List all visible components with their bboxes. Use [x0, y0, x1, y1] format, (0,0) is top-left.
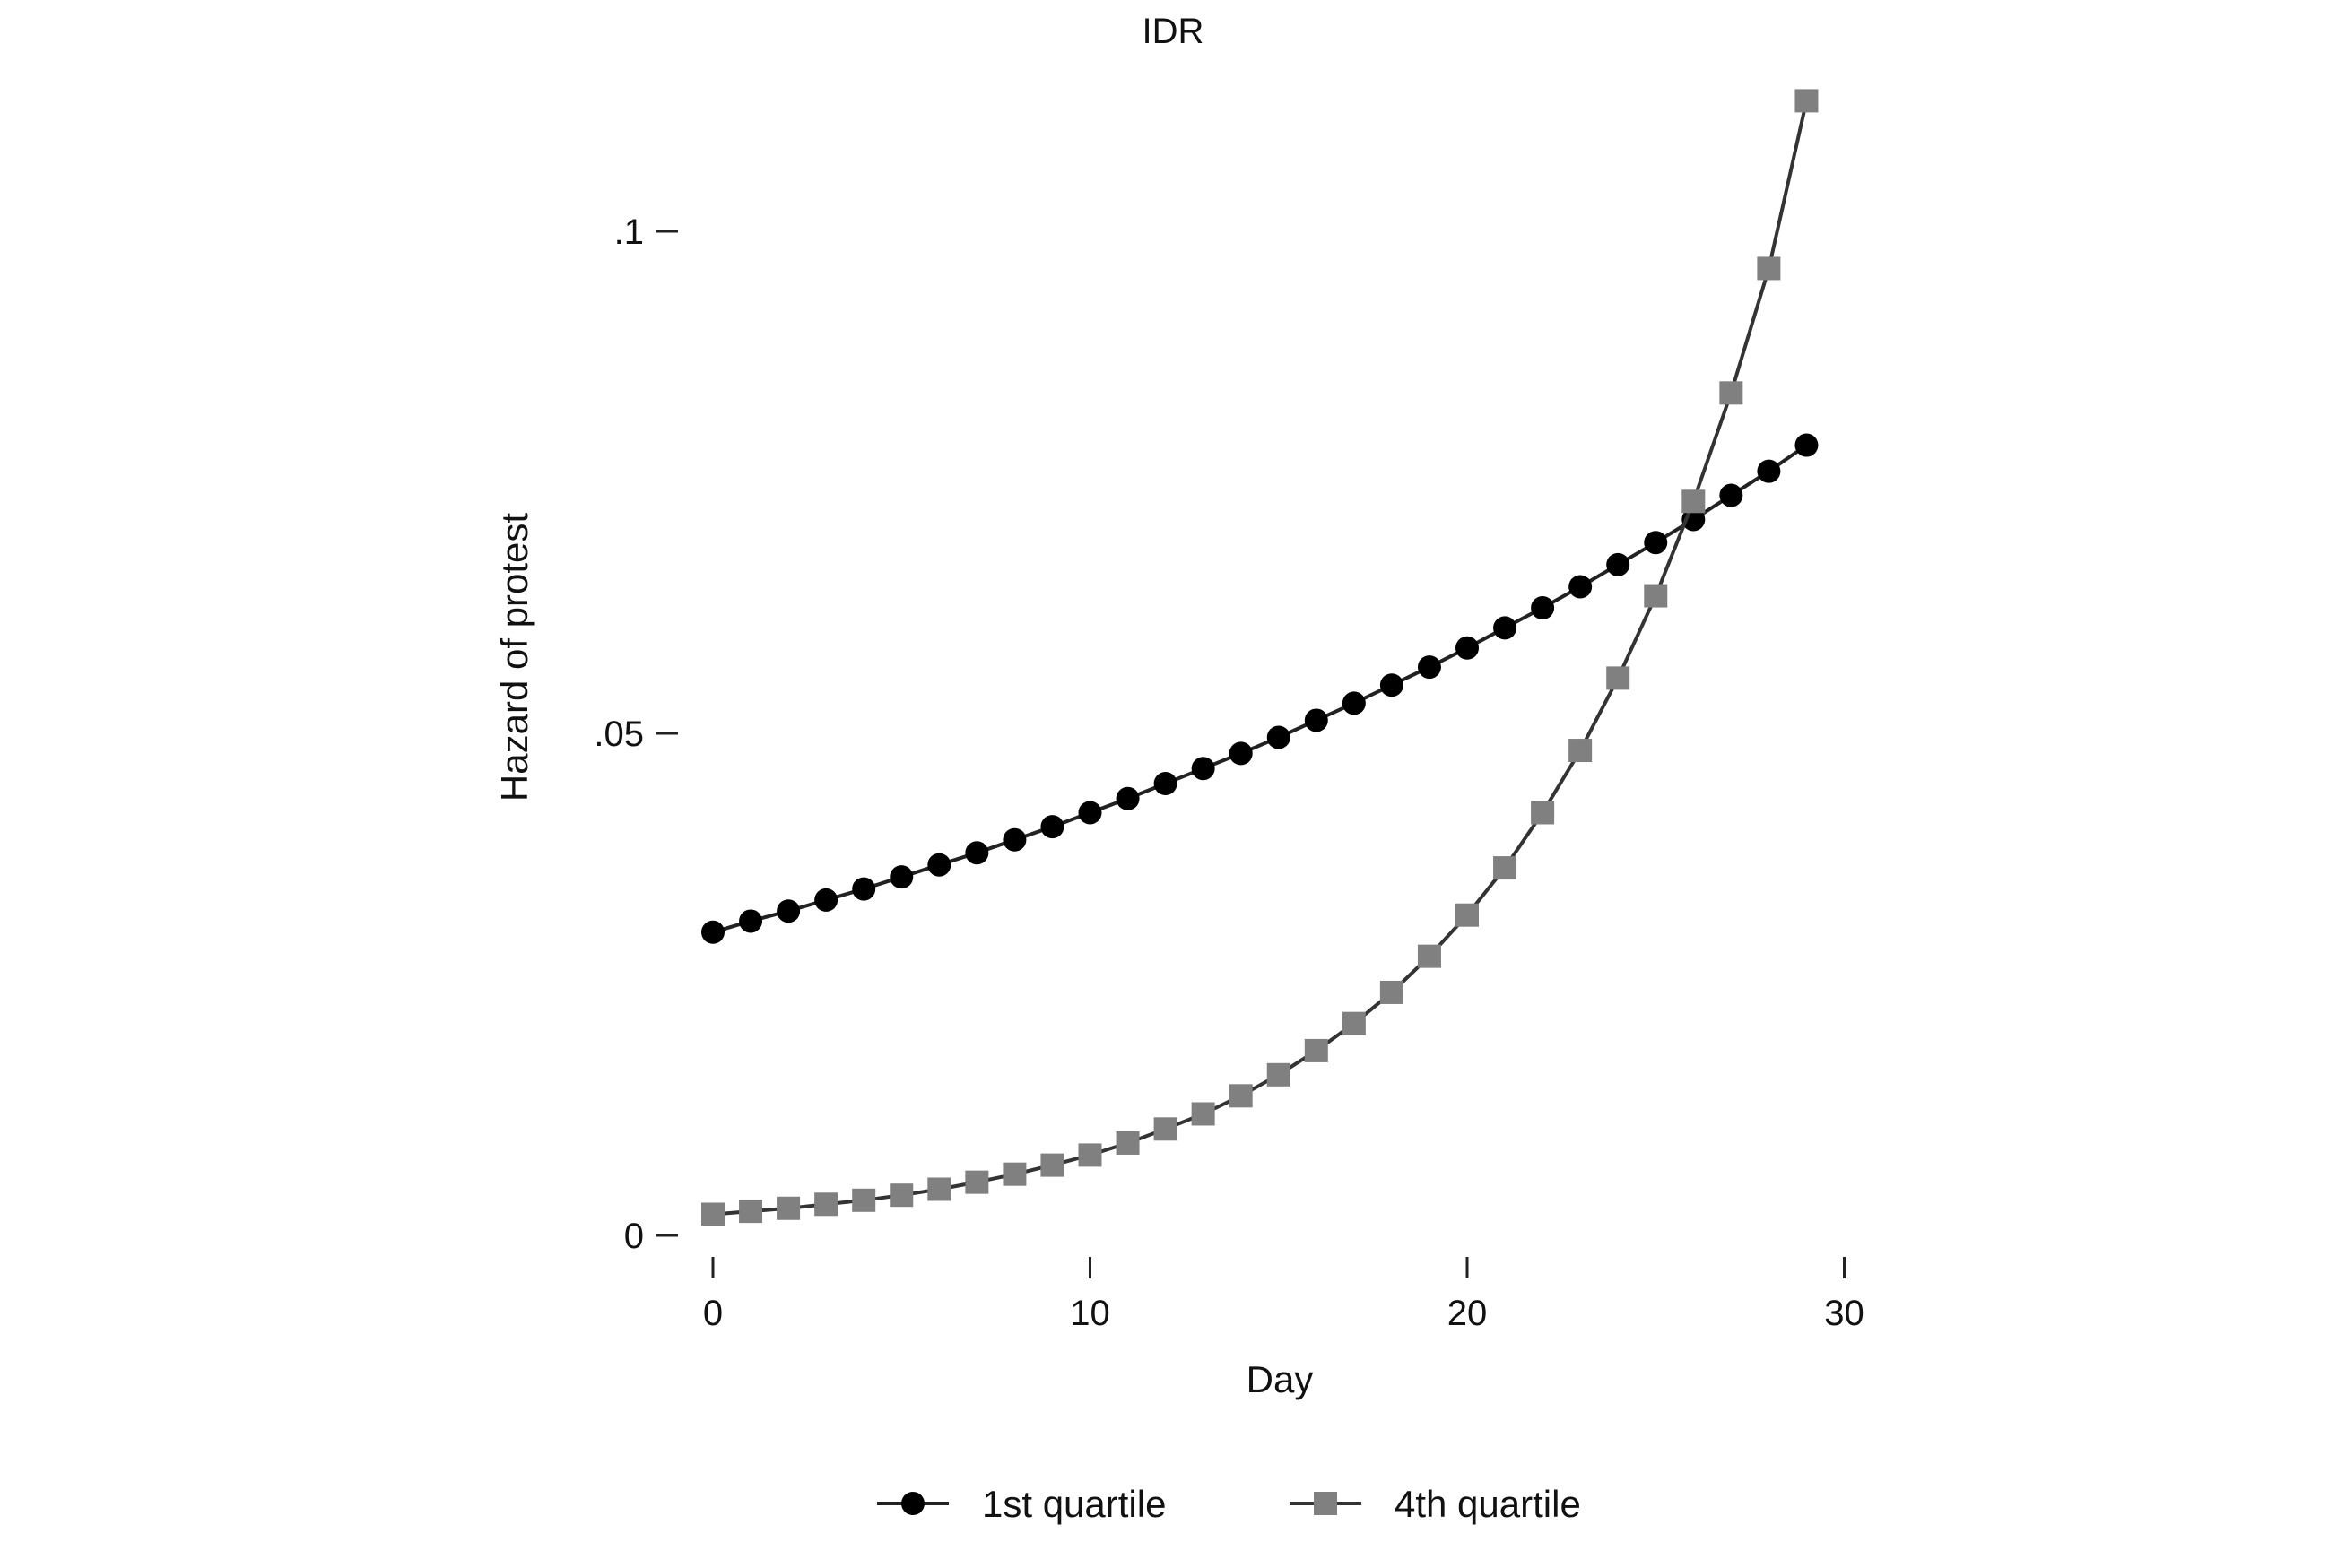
- data-point-4th-quartile: [1719, 381, 1743, 405]
- data-point-4th-quartile: [965, 1170, 989, 1194]
- y-tick-label: .1: [614, 212, 644, 252]
- data-point-4th-quartile: [777, 1196, 801, 1220]
- data-point-1st-quartile: [1379, 673, 1403, 697]
- data-point-4th-quartile: [1266, 1062, 1290, 1087]
- data-point-4th-quartile: [1794, 89, 1819, 113]
- data-point-1st-quartile: [1003, 827, 1027, 852]
- data-point-1st-quartile: [1304, 708, 1328, 732]
- data-point-4th-quartile: [1644, 584, 1668, 608]
- legend: 1st quartile 4th quartile: [877, 1483, 1581, 1525]
- x-tick-label: 30: [1824, 1294, 1864, 1333]
- legend-label-1st-quartile: 1st quartile: [982, 1483, 1166, 1525]
- series-line-1st-quartile: [712, 443, 1808, 934]
- data-point-4th-quartile: [701, 1202, 725, 1226]
- data-point-1st-quartile: [1757, 459, 1781, 483]
- legend-marker-square: [1314, 1492, 1337, 1515]
- y-axis: 0 .05 .1: [594, 212, 678, 1256]
- data-point-4th-quartile: [1342, 1011, 1366, 1035]
- data-point-4th-quartile: [1531, 801, 1555, 825]
- data-point-1st-quartile: [777, 899, 801, 923]
- data-point-1st-quartile: [1719, 483, 1743, 507]
- x-axis-label: Day: [1247, 1358, 1314, 1400]
- data-point-4th-quartile: [739, 1200, 763, 1224]
- data-point-1st-quartile: [739, 909, 763, 933]
- data-point-1st-quartile: [1191, 757, 1215, 781]
- data-point-1st-quartile: [1266, 725, 1290, 749]
- data-point-4th-quartile: [1078, 1143, 1102, 1167]
- data-point-1st-quartile: [1342, 691, 1366, 715]
- data-point-4th-quartile: [927, 1177, 951, 1201]
- data-point-1st-quartile: [814, 888, 838, 912]
- legend-item-4th-quartile: 4th quartile: [1290, 1483, 1581, 1525]
- series-1st-quartile: [701, 433, 1819, 944]
- data-point-1st-quartile: [1493, 616, 1517, 640]
- data-point-1st-quartile: [1531, 596, 1555, 619]
- data-point-1st-quartile: [1568, 575, 1593, 599]
- data-point-4th-quartile: [1116, 1131, 1140, 1155]
- data-point-1st-quartile: [1606, 552, 1630, 576]
- data-point-4th-quartile: [1040, 1153, 1064, 1177]
- x-tick-label: 0: [703, 1294, 723, 1333]
- data-point-4th-quartile: [1191, 1102, 1215, 1126]
- data-point-4th-quartile: [1455, 903, 1479, 927]
- legend-label-4th-quartile: 4th quartile: [1395, 1483, 1581, 1525]
- data-point-1st-quartile: [890, 865, 914, 889]
- data-point-1st-quartile: [701, 920, 725, 944]
- chart-title: IDR: [1143, 12, 1204, 51]
- data-point-4th-quartile: [1003, 1162, 1027, 1186]
- x-tick-label: 20: [1447, 1294, 1488, 1333]
- data-point-4th-quartile: [1153, 1117, 1177, 1141]
- data-point-1st-quartile: [1229, 741, 1253, 766]
- series-4th-quartile: [701, 89, 1819, 1226]
- data-point-4th-quartile: [1229, 1084, 1253, 1108]
- x-axis: 0 10 20 30: [703, 1257, 1864, 1333]
- y-tick-label: .05: [594, 715, 644, 754]
- data-point-4th-quartile: [852, 1188, 876, 1212]
- data-point-4th-quartile: [1493, 856, 1517, 880]
- plot-area: [701, 89, 1819, 1226]
- data-point-1st-quartile: [1455, 636, 1479, 660]
- y-axis-label: Hazard of protest: [493, 513, 535, 801]
- data-point-4th-quartile: [1681, 489, 1706, 514]
- data-point-4th-quartile: [814, 1192, 838, 1217]
- data-point-4th-quartile: [1606, 666, 1630, 690]
- data-point-1st-quartile: [927, 853, 951, 877]
- legend-marker-circle: [901, 1492, 925, 1515]
- data-point-1st-quartile: [1078, 801, 1102, 825]
- series-line-4th-quartile: [712, 100, 1809, 1217]
- data-point-1st-quartile: [965, 841, 989, 865]
- data-point-4th-quartile: [1417, 944, 1441, 968]
- legend-item-1st-quartile: 1st quartile: [877, 1483, 1166, 1525]
- y-tick-label: 0: [624, 1217, 644, 1256]
- data-point-4th-quartile: [1757, 256, 1781, 281]
- data-point-4th-quartile: [1568, 739, 1593, 763]
- data-point-4th-quartile: [1304, 1038, 1328, 1062]
- data-point-1st-quartile: [1116, 786, 1140, 810]
- data-point-1st-quartile: [1153, 772, 1177, 795]
- x-tick-label: 10: [1070, 1294, 1110, 1333]
- data-point-1st-quartile: [1040, 815, 1064, 839]
- data-point-1st-quartile: [1644, 531, 1668, 555]
- data-point-1st-quartile: [1417, 655, 1441, 680]
- data-point-1st-quartile: [852, 877, 876, 901]
- data-point-1st-quartile: [1794, 433, 1819, 457]
- data-point-4th-quartile: [1379, 980, 1403, 1004]
- data-point-4th-quartile: [890, 1183, 914, 1208]
